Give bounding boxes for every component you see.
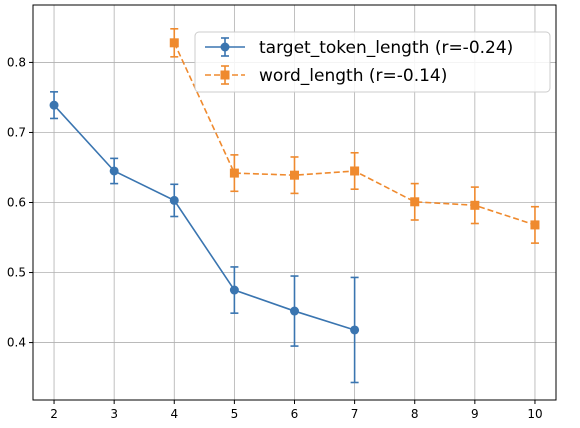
series-line — [53, 104, 355, 331]
data-point — [290, 170, 299, 180]
data-point — [229, 285, 239, 295]
legend: target_token_length (r=-0.24) word_length… — [194, 31, 551, 93]
data-point — [470, 200, 480, 210]
legend-marker — [220, 70, 230, 80]
y-tick-label: 0.5 — [7, 266, 26, 280]
y-tick-label: 0.6 — [7, 196, 26, 210]
legend-entry: word_length (r=-0.14) — [205, 65, 447, 86]
legend-entry: target_token_length (r=-0.24) — [205, 37, 513, 58]
x-tick-label: 6 — [291, 407, 299, 421]
x-tick-label: 10 — [527, 407, 542, 421]
legend-label: target_token_length (r=-0.24) — [259, 38, 513, 58]
data-point — [109, 166, 119, 176]
data-point — [350, 325, 360, 335]
data-point — [290, 306, 299, 316]
x-tick-label: 9 — [471, 407, 479, 421]
x-tick-label: 5 — [231, 407, 239, 421]
series-layer — [49, 28, 540, 384]
data-point — [350, 166, 360, 176]
x-tick-label: 7 — [351, 407, 359, 421]
data-point — [410, 197, 420, 207]
data-point — [49, 100, 59, 110]
legend-label: word_length (r=-0.14) — [259, 66, 447, 86]
legend-marker — [220, 42, 230, 52]
ticks: 2 3 4 5 6 7 8 9 10 0.4 0.5 0.6 0.7 0.8 — [7, 55, 543, 421]
series-target-token-length — [49, 91, 360, 384]
x-tick-label: 4 — [170, 407, 178, 421]
y-tick-label: 0.8 — [7, 55, 26, 69]
x-tick-label: 8 — [411, 407, 419, 421]
y-tick-label: 0.7 — [7, 125, 26, 139]
y-tick-label: 0.4 — [7, 336, 26, 350]
legend-box — [194, 31, 551, 93]
x-tick-label: 3 — [110, 407, 118, 421]
x-tick-label: 2 — [50, 407, 58, 421]
data-point — [229, 168, 239, 178]
data-point — [169, 38, 179, 48]
data-point — [169, 195, 179, 205]
series-word-length — [169, 28, 540, 244]
data-point — [530, 220, 540, 230]
